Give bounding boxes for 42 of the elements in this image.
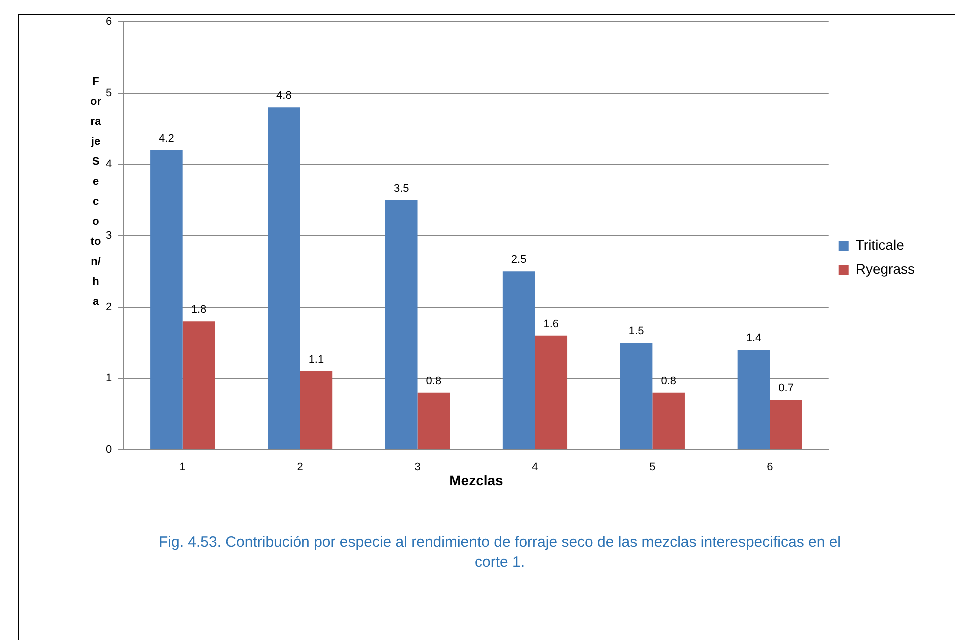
y-tick-label: 0 bbox=[106, 444, 112, 456]
bar bbox=[738, 350, 770, 450]
y-tick-label: 6 bbox=[106, 16, 112, 28]
legend-label: Ryegrass bbox=[856, 260, 916, 277]
x-tick-label: 4 bbox=[532, 462, 538, 474]
y-tick-label: 4 bbox=[106, 158, 112, 171]
bar bbox=[770, 400, 802, 450]
x-tick-label: 1 bbox=[180, 462, 186, 474]
data-label: 2.5 bbox=[511, 254, 527, 266]
y-tick-label: 1 bbox=[106, 372, 112, 385]
x-tick-label: 3 bbox=[414, 462, 421, 474]
data-label: 0.7 bbox=[778, 382, 794, 395]
x-tick-label: 2 bbox=[297, 462, 304, 474]
text: Forraje Seco ton/ha bbox=[90, 76, 102, 308]
legend-label: Triticale bbox=[856, 236, 905, 253]
bar bbox=[150, 150, 183, 450]
data-label: 4.8 bbox=[276, 90, 292, 102]
bar bbox=[268, 108, 300, 450]
data-label: 3.5 bbox=[394, 182, 410, 195]
x-axis-title: Mezclas bbox=[450, 472, 504, 488]
data-label: 1.5 bbox=[628, 326, 644, 338]
bar bbox=[620, 343, 653, 450]
data-label: 1.6 bbox=[544, 318, 560, 330]
data-label: 0.8 bbox=[426, 375, 442, 388]
data-label: 4.2 bbox=[159, 132, 174, 145]
data-label: 0.8 bbox=[661, 375, 676, 388]
x-tick-label: 5 bbox=[650, 462, 656, 474]
y-tick-label: 3 bbox=[106, 230, 112, 242]
y-tick-label: 5 bbox=[106, 87, 112, 100]
data-label: 1.4 bbox=[746, 332, 762, 345]
bar bbox=[652, 392, 685, 450]
x-tick-label: 6 bbox=[767, 462, 774, 474]
bar bbox=[418, 392, 450, 450]
bar bbox=[502, 272, 536, 450]
bar bbox=[535, 336, 568, 450]
bar bbox=[182, 322, 216, 450]
bar bbox=[300, 372, 333, 450]
caption: Fig. 4.53. Contribución por especie al rendimiento de forraje seco de las mezclas interespecificas en el corte 1. bbox=[158, 533, 842, 573]
data-label: 1.1 bbox=[308, 354, 324, 366]
bar bbox=[385, 200, 418, 450]
data-label: 1.8 bbox=[191, 304, 207, 316]
y-tick-label: 2 bbox=[106, 301, 112, 314]
